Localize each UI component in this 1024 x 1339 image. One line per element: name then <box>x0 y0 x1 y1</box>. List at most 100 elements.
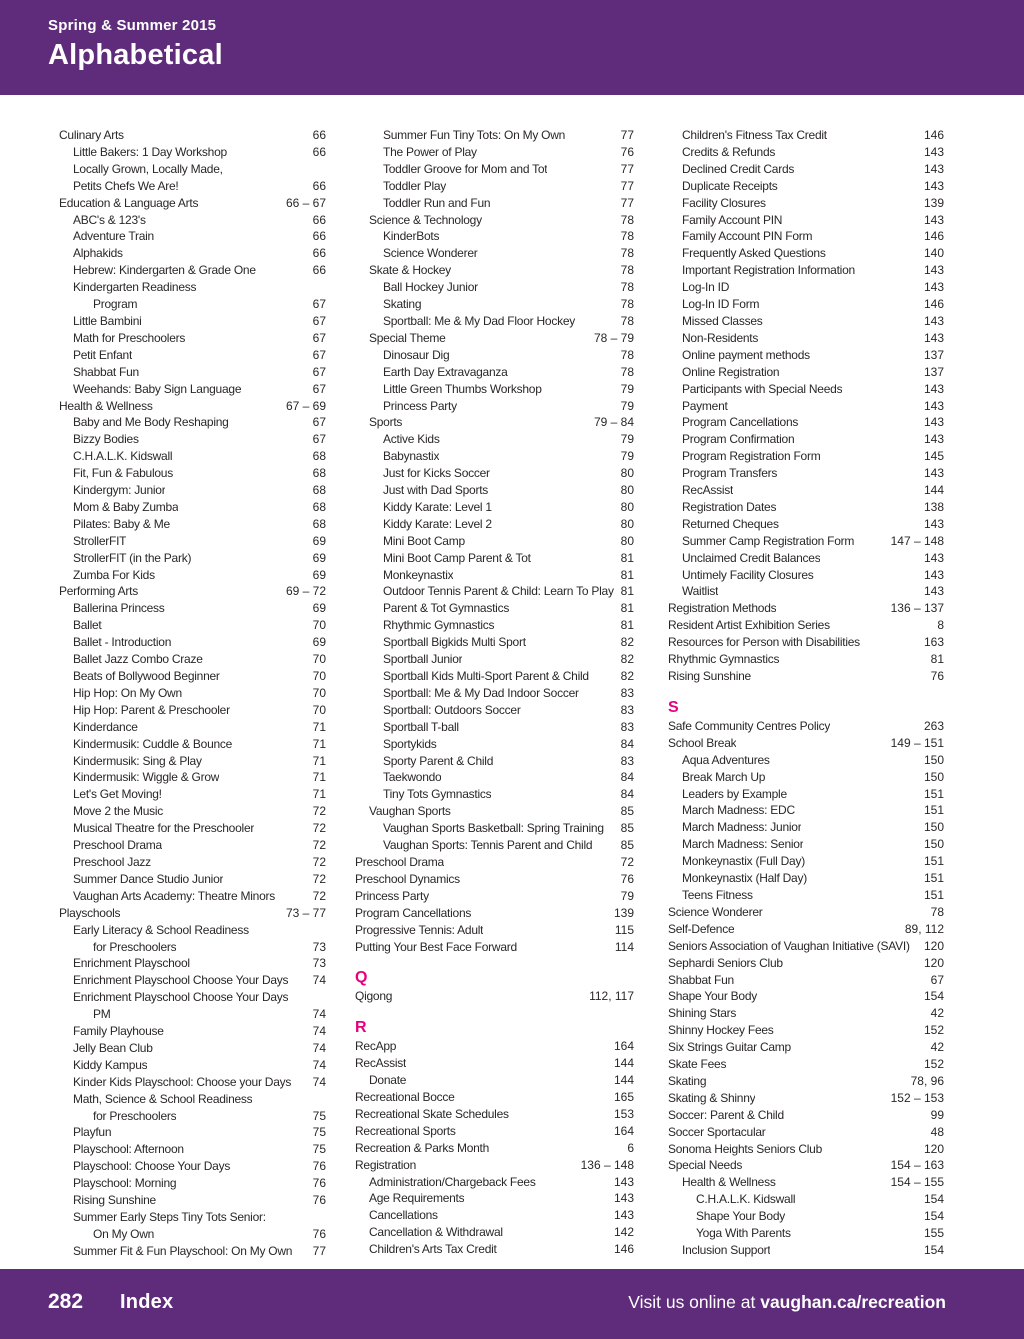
index-entry-page: 78 <box>620 280 634 295</box>
index-row: Rhythmic Gymnastics 81 <box>355 617 634 634</box>
index-entry-page: 76 <box>312 1193 326 1208</box>
index-row: RecApp 164 <box>355 1038 634 1055</box>
index-entry-page: 84 <box>620 770 634 785</box>
footer-left-group: 282 Index <box>48 1290 173 1314</box>
index-entry-label: Break March Up <box>682 769 766 784</box>
index-row: Program Transfers 143 <box>668 465 944 482</box>
index-entry-label: RecAssist <box>355 1056 407 1071</box>
index-row: Petits Chefs We Are! 66 <box>45 178 326 195</box>
index-row: Monkeynastix (Full Day) 151 <box>668 853 944 870</box>
index-entry-page: 143 <box>923 313 944 328</box>
index-entry-page: 78 <box>620 313 634 328</box>
index-entry-page: 152 <box>923 1023 944 1038</box>
index-entry-label: Sportball: Outdoors Soccer <box>383 702 521 717</box>
index-row: Resources for Person with Disabilities 16… <box>668 634 944 651</box>
index-entry-page: 66 – 67 <box>285 195 326 210</box>
index-row: Let's Get Moving! 71 <box>45 786 326 803</box>
index-entry-label: PM <box>93 1007 111 1022</box>
index-row: Break March Up 150 <box>668 769 944 786</box>
index-entry-label: Skate Fees <box>668 1057 727 1072</box>
index-entry-page: 81 <box>620 584 634 599</box>
index-entry-label: Sonoma Heights Seniors Club <box>668 1141 823 1156</box>
index-row: Toddler Run and Fun 77 <box>355 195 634 212</box>
index-entry-page: 144 <box>923 483 944 498</box>
index-entry-label: Preschool Drama <box>355 854 444 869</box>
index-entry-page: 79 <box>620 888 634 903</box>
index-entry-page: 77 <box>312 1243 326 1258</box>
index-entry-label: Family Playhouse <box>73 1024 164 1039</box>
index-entry-label: Recreation & Parks Month <box>355 1140 490 1155</box>
index-entry-page: 69 <box>312 533 326 548</box>
index-entry-page: 72 <box>620 854 634 869</box>
index-column-1: Culinary Arts 66 Little Bakers: 1 Day Work… <box>45 127 326 1260</box>
index-entry-page: 80 <box>620 516 634 531</box>
index-row: Little Bakers: 1 Day Workshop 66 <box>45 144 326 161</box>
index-entry-page: 66 <box>312 144 326 159</box>
index-row: Yoga With Parents 155 <box>668 1225 944 1242</box>
index-entry-label: Declined Credit Cards <box>682 161 795 176</box>
index-entry-label: Six Strings Guitar Camp <box>668 1040 791 1055</box>
index-entry-label: Mini Boot Camp Parent & Tot <box>383 550 531 565</box>
index-row: Locally Grown, Locally Made, <box>45 161 326 178</box>
index-row: Sonoma Heights Seniors Club 120 <box>668 1141 944 1158</box>
index-entry-page: 76 <box>620 144 634 159</box>
index-entry-label: Cancellation & Withdrawal <box>369 1225 503 1240</box>
index-entry-label: Summer Camp Registration Form <box>682 533 855 548</box>
index-entry-label: Toddler Run and Fun <box>383 195 491 210</box>
index-entry-page: 139 <box>923 195 944 210</box>
index-row: Toddler Play 77 <box>355 178 634 195</box>
index-entry-label: Math, Science & School Readiness <box>73 1091 253 1106</box>
index-entry-label: Hebrew: Kindergarten & Grade One <box>73 263 256 278</box>
index-entry-page: 147 – 148 <box>890 533 944 548</box>
index-entry-label: Little Bakers: 1 Day Workshop <box>73 144 227 159</box>
index-entry-label: Just with Dad Sports <box>383 483 489 498</box>
index-row: StrollerFIT 69 <box>45 533 326 550</box>
index-row: Program Cancellations 139 <box>355 905 634 922</box>
index-entry-label: Cancellations <box>369 1208 438 1223</box>
index-entry-label: Recreational Bocce <box>355 1090 455 1105</box>
index-entry-label: Alphakids <box>73 246 123 261</box>
index-entry-page: 75 <box>312 1108 326 1123</box>
page-title: Alphabetical <box>48 39 223 71</box>
index-entry-label: Jelly Bean Club <box>73 1040 153 1055</box>
index-entry-page: 42 <box>930 1006 944 1021</box>
index-entry-page: 82 <box>620 635 634 650</box>
index-row: Kindermusik: Wiggle & Grow 71 <box>45 769 326 786</box>
index-entry-label: The Power of Play <box>383 144 477 159</box>
index-row: Credits & Refunds 143 <box>668 144 944 161</box>
index-row: Sportball: Me & My Dad Floor Hockey 78 <box>355 313 634 330</box>
index-entry-label: Summer Fit & Fun Playschool: On My Own <box>73 1243 293 1258</box>
index-entry-label: Enrichment Playschool Choose Your Days <box>73 973 289 988</box>
index-entry-page: 71 <box>312 787 326 802</box>
index-row: Kiddy Karate: Level 2 80 <box>355 516 634 533</box>
index-entry-label: Returned Cheques <box>682 516 779 531</box>
index-entry-page: 84 <box>620 787 634 802</box>
index-row: Shape Your Body 154 <box>668 988 944 1005</box>
index-row: Preschool Drama 72 <box>355 854 634 871</box>
index-entry-page: 68 <box>312 466 326 481</box>
index-row: Family Account PIN 143 <box>668 212 944 229</box>
index-row: Sportball T-ball 83 <box>355 719 634 736</box>
index-entry-label: Babynastix <box>383 449 440 464</box>
index-entry-page: 144 <box>613 1056 634 1071</box>
index-entry-label: Kindergarten Readiness <box>73 280 197 295</box>
index-entry-label: Toddler Play <box>383 178 447 193</box>
index-letter-heading: R <box>355 1019 367 1037</box>
index-row: Vaughan Sports Basketball: Spring Traini… <box>355 820 634 837</box>
index-entry-page: 70 <box>312 685 326 700</box>
index-row: Playschool: Morning 76 <box>45 1175 326 1192</box>
index-row: Hip Hop: On My Own 70 <box>45 685 326 702</box>
index-entry-label: Skating & Shinny <box>668 1090 756 1105</box>
index-row: C.H.A.L.K. Kidswall 68 <box>45 448 326 465</box>
index-entry-page: 73 – 77 <box>285 905 326 920</box>
index-row: Shinny Hockey Fees 152 <box>668 1022 944 1039</box>
index-row: Health & Wellness 154 – 155 <box>668 1174 944 1191</box>
index-entry-page: 70 <box>312 652 326 667</box>
index-row: Musical Theatre for the Preschooler 72 <box>45 820 326 837</box>
index-row: Cancellations 143 <box>355 1207 634 1224</box>
index-entry-label: Science Wonderer <box>383 246 478 261</box>
index-entry-page: 77 <box>620 178 634 193</box>
index-entry-label: Shape Your Body <box>668 989 757 1004</box>
index-column-3: Children's Fitness Tax Credit 146 Credits … <box>668 127 944 1259</box>
index-entry-page: 68 <box>312 449 326 464</box>
